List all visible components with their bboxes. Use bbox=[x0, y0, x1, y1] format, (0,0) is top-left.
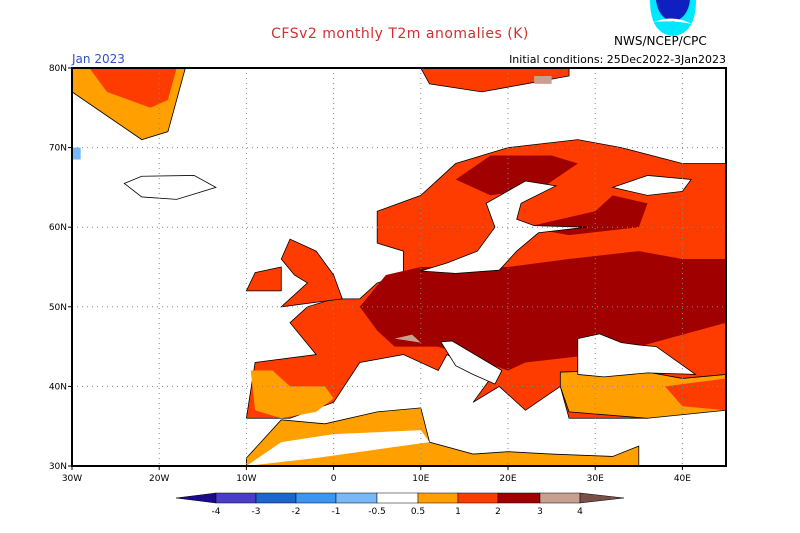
colorbar-arrow-low bbox=[175, 492, 217, 504]
x-tick-label: 30W bbox=[62, 474, 82, 484]
anomaly-region-uk bbox=[280, 238, 343, 308]
map-layers bbox=[72, 68, 726, 466]
y-tick-label: 70N bbox=[49, 144, 67, 154]
map-frame bbox=[71, 67, 727, 467]
colorbar-label: -1 bbox=[332, 507, 341, 517]
anomaly-region-svalbard bbox=[420, 68, 570, 93]
iceland bbox=[123, 175, 217, 200]
colorbar-label: -3 bbox=[252, 507, 261, 517]
white-sea bbox=[611, 175, 692, 196]
y-tick-label: 40N bbox=[49, 382, 67, 392]
colorbar-label: -4 bbox=[212, 507, 221, 517]
x-tick-label: 20W bbox=[149, 474, 169, 484]
black-sea bbox=[577, 333, 697, 378]
anomaly-region-alps-3-4 bbox=[394, 334, 421, 343]
colorbar-label: 1 bbox=[455, 507, 461, 517]
colorbar-label: -2 bbox=[292, 507, 301, 517]
initial-conditions: Initial conditions: 25Dec2022-3Jan2023 bbox=[509, 53, 726, 66]
colorbar-box bbox=[215, 492, 257, 504]
y-tick-label: 30N bbox=[49, 462, 67, 472]
neutral-region-north-africa bbox=[246, 430, 430, 466]
colorbar-box bbox=[295, 492, 337, 504]
colorbar-label: -0.5 bbox=[368, 507, 386, 517]
x-tick-label: 30E bbox=[587, 474, 604, 484]
anomaly-region-greenland-red bbox=[89, 68, 177, 108]
anomaly-region-iberia-0.5-1 bbox=[250, 370, 334, 419]
x-tick-label: 40E bbox=[674, 474, 691, 484]
colorbar-label: 2 bbox=[495, 507, 501, 517]
noaa-logo bbox=[650, 0, 696, 36]
colorbar-box bbox=[335, 492, 378, 504]
anomaly-region-cold bbox=[72, 147, 81, 160]
y-tick-label: 60N bbox=[49, 223, 67, 233]
map-title: CFSv2 monthly T2m anomalies (K) bbox=[271, 26, 529, 42]
adriatic-sea bbox=[440, 340, 503, 385]
colorbar-box bbox=[417, 492, 459, 504]
anomaly-region-svalbard-3-4 bbox=[534, 75, 552, 84]
colorbar-box bbox=[497, 492, 541, 504]
colorbar-box bbox=[539, 492, 581, 504]
anomaly-region-2-3 bbox=[359, 251, 726, 371]
colorbar-box bbox=[457, 492, 499, 504]
y-tick-label: 50N bbox=[49, 303, 67, 313]
forecast-month: Jan 2023 bbox=[72, 52, 125, 66]
x-tick-label: 10W bbox=[236, 474, 256, 484]
colorbar-label: 4 bbox=[577, 507, 583, 517]
x-tick-label: 0 bbox=[331, 474, 337, 484]
anomaly-region-ireland bbox=[245, 266, 282, 292]
agency-label: NWS/NCEP/CPC bbox=[614, 34, 707, 48]
x-tick-label: 20E bbox=[499, 474, 516, 484]
anomaly-region-north-scandinavia bbox=[455, 155, 578, 196]
y-tick-label: 80N bbox=[49, 64, 67, 74]
colorbar-label: 0.5 bbox=[411, 507, 425, 517]
x-tick-label: 10E bbox=[412, 474, 429, 484]
anomaly-region-karelia bbox=[525, 195, 648, 236]
colorbar-label: 3 bbox=[537, 507, 543, 517]
colorbar-box bbox=[255, 492, 297, 504]
colorbar-box bbox=[376, 492, 419, 504]
anomaly-region-east-turkey bbox=[664, 378, 726, 411]
baltic-sea bbox=[420, 180, 587, 274]
colorbar-arrow-high bbox=[579, 492, 625, 504]
